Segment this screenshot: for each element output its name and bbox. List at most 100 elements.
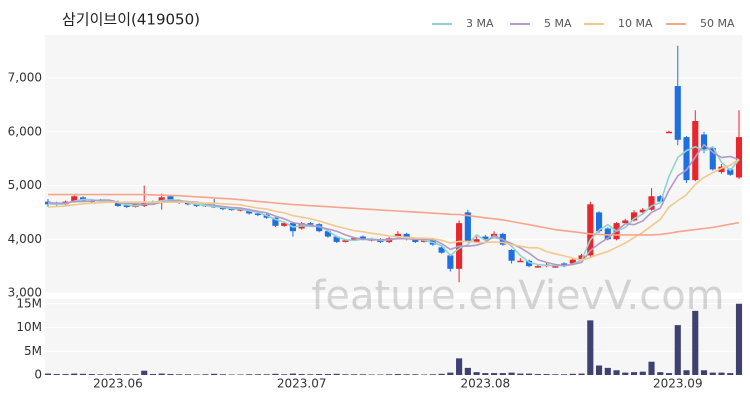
volume-bar bbox=[552, 374, 559, 375]
volume-bar bbox=[683, 370, 690, 375]
volume-bar bbox=[508, 372, 515, 375]
volume-bar bbox=[324, 374, 331, 375]
y-tick-label: 5M bbox=[24, 344, 42, 358]
volume-bar bbox=[141, 370, 148, 375]
volume-bar bbox=[482, 373, 489, 375]
volume-bar bbox=[622, 372, 629, 375]
volume-bar bbox=[202, 374, 209, 375]
volume-bar bbox=[123, 374, 130, 375]
candle-body bbox=[674, 86, 681, 140]
volume-bar bbox=[578, 373, 585, 375]
candle-body bbox=[281, 223, 288, 226]
volume-bar bbox=[254, 374, 261, 375]
candle-body bbox=[272, 217, 279, 226]
candle-body bbox=[735, 137, 743, 178]
legend-label: 10 MA bbox=[618, 17, 653, 30]
volume-bar bbox=[630, 372, 638, 375]
volume-bar bbox=[351, 374, 358, 375]
volume-bar bbox=[499, 373, 506, 375]
volume-bar bbox=[359, 374, 366, 375]
candle-body bbox=[464, 212, 471, 242]
volume-bar bbox=[587, 320, 594, 375]
volume-bar bbox=[386, 374, 393, 375]
volume-bar bbox=[219, 374, 226, 375]
volume-bar bbox=[97, 374, 104, 375]
candle-body bbox=[561, 263, 568, 267]
volume-bar bbox=[298, 374, 305, 375]
volume-bar bbox=[394, 374, 401, 375]
candle-body bbox=[254, 213, 261, 216]
y-tick-label: 3,000 bbox=[8, 286, 42, 300]
volume-bar bbox=[727, 373, 734, 375]
candle-body bbox=[587, 204, 594, 256]
legend-label: 50 MA bbox=[700, 17, 735, 30]
x-tick-label: 2023.08 bbox=[461, 377, 511, 391]
x-tick-label: 2023.07 bbox=[277, 377, 327, 391]
volume-bar bbox=[569, 373, 576, 375]
volume-bar bbox=[342, 374, 349, 375]
candle-body bbox=[718, 166, 725, 173]
candle-body bbox=[700, 134, 708, 151]
y-tick-label: 15M bbox=[16, 296, 42, 310]
candle-body bbox=[412, 239, 419, 242]
candle-body bbox=[324, 231, 331, 237]
y-tick-label: 6,000 bbox=[8, 124, 42, 138]
x-tick-label: 2023.09 bbox=[653, 377, 703, 391]
candle-body bbox=[71, 196, 78, 202]
candle-body bbox=[123, 205, 130, 207]
volume-bar bbox=[709, 372, 716, 375]
y-tick-label: 10M bbox=[16, 320, 42, 334]
volume-bar bbox=[438, 373, 445, 375]
candle-body bbox=[526, 260, 533, 267]
candle-body bbox=[342, 240, 349, 242]
volume-bar bbox=[473, 372, 480, 375]
volume-bar bbox=[158, 373, 165, 375]
y-tick-label: 0 bbox=[34, 368, 42, 382]
volume-bar bbox=[281, 374, 288, 375]
candle-body bbox=[351, 238, 358, 240]
volume-bar bbox=[106, 374, 113, 375]
volume-bar bbox=[735, 303, 743, 375]
watermark: feature.enVievV.com bbox=[311, 273, 724, 319]
candle-body bbox=[333, 236, 340, 242]
volume-bar bbox=[447, 372, 454, 375]
volume-bar bbox=[403, 374, 410, 375]
candle-body bbox=[569, 259, 576, 264]
volume-bar bbox=[718, 372, 725, 375]
volume-bar bbox=[429, 374, 436, 375]
volume-bar bbox=[167, 374, 174, 375]
volume-bar bbox=[333, 373, 340, 375]
price-panel bbox=[45, 35, 742, 293]
volume-bar bbox=[543, 374, 550, 375]
volume-bar bbox=[657, 372, 664, 375]
volume-bar bbox=[595, 365, 603, 375]
candle-body bbox=[167, 196, 174, 201]
candle-body bbox=[692, 121, 699, 181]
volume-bar bbox=[700, 370, 708, 375]
volume-bar bbox=[88, 374, 95, 375]
candle-body bbox=[473, 239, 480, 242]
chart-title: 삼기이브이(419050) bbox=[62, 11, 200, 29]
volume-bar bbox=[464, 367, 471, 375]
candle-body bbox=[648, 196, 655, 210]
y-tick-label: 7,000 bbox=[8, 71, 42, 85]
candle-body bbox=[508, 250, 515, 261]
volume-bar bbox=[246, 374, 253, 375]
volume-bar bbox=[62, 374, 69, 375]
y-tick-label: 4,000 bbox=[8, 232, 42, 246]
candle-body bbox=[727, 169, 734, 175]
volume-bar bbox=[526, 373, 533, 375]
candle-body bbox=[447, 255, 454, 269]
volume-panel bbox=[45, 299, 742, 375]
candle-body bbox=[639, 209, 646, 213]
volume-bar bbox=[648, 361, 655, 375]
volume-bar bbox=[456, 358, 463, 375]
candle-body bbox=[534, 266, 541, 268]
legend-label: 5 MA bbox=[544, 17, 572, 30]
candle-body bbox=[394, 233, 401, 237]
volume-bar bbox=[692, 310, 699, 375]
volume-bar bbox=[44, 373, 52, 375]
volume-bar bbox=[184, 374, 192, 375]
volume-bar bbox=[132, 374, 139, 375]
